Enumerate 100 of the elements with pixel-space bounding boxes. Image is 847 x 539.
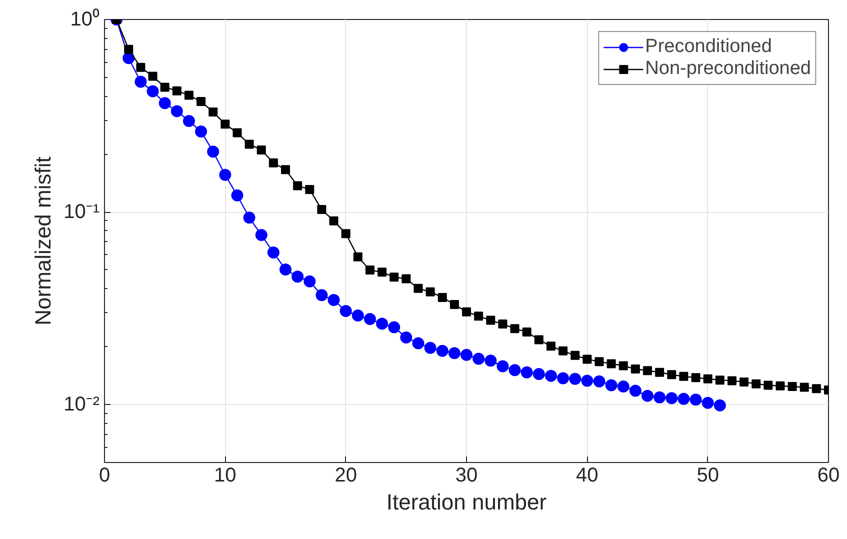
x-tick-label: 20 [334,464,357,486]
point [388,321,400,334]
point [364,313,376,326]
point [655,368,664,377]
legend-label: Non-preconditioned [645,58,811,80]
point [256,145,266,154]
point [702,396,714,409]
point [484,354,497,367]
point [316,289,328,302]
point [520,366,533,378]
point [666,392,678,404]
point [232,128,242,138]
point [557,372,570,384]
point [691,373,700,382]
point [281,165,290,174]
x-tick-label: 60 [817,464,840,486]
point [606,359,616,368]
point [715,376,724,385]
point [629,384,642,397]
point [642,390,654,402]
y-tick-label: 10⁻¹ [64,201,100,224]
point [352,310,364,322]
point [244,140,254,149]
point [172,86,182,96]
point [160,82,170,92]
point [134,76,147,88]
y-axis-title: Normalized misfit [30,156,56,326]
point [136,62,146,72]
x-tick-label: 10 [214,464,236,486]
point [208,107,218,116]
point [340,305,352,318]
point [328,294,340,306]
point [414,284,423,293]
point [532,368,545,380]
point [124,44,134,54]
point [800,382,809,392]
point [402,274,411,284]
x-tick-label: 0 [98,464,110,486]
point [329,216,338,226]
point [534,335,544,344]
point [544,370,557,382]
point [448,347,460,360]
point [752,379,761,388]
point [365,265,374,274]
point [195,126,208,138]
point [220,120,230,129]
point [618,361,628,370]
point [207,146,220,158]
point [593,375,606,388]
point [714,399,726,412]
point [667,370,676,380]
point [486,316,496,325]
point [353,252,362,262]
point [522,328,532,337]
point [305,184,314,194]
point [462,307,471,316]
point [690,394,702,406]
point [438,292,447,302]
point [654,391,666,404]
point [581,374,594,387]
point [582,354,592,364]
point [546,342,556,351]
point [184,90,194,100]
point [740,377,749,386]
point [594,357,604,366]
point [243,212,256,224]
x-tick-label: 50 [696,464,719,486]
point [400,332,412,344]
point [304,275,316,288]
point [764,380,773,390]
point [508,364,521,376]
point [170,105,183,118]
point [436,344,448,357]
point [255,228,268,241]
point [293,181,302,190]
point [510,324,520,334]
point [390,272,399,282]
point [196,97,206,106]
point [605,379,618,392]
point [558,346,568,356]
point [812,384,821,394]
point [268,158,278,168]
point [219,168,232,181]
point [788,382,797,392]
point [182,115,195,127]
point [292,270,304,283]
point [474,312,484,321]
point [341,229,350,238]
point [460,348,472,361]
point [267,246,280,259]
point [678,392,690,405]
point [146,85,159,98]
point [317,205,326,214]
x-tick-label: 30 [455,464,478,486]
point [630,364,640,374]
x-tick-label: 40 [576,464,598,486]
point [472,352,485,365]
point [378,268,387,277]
point [569,372,582,385]
point [426,287,435,296]
